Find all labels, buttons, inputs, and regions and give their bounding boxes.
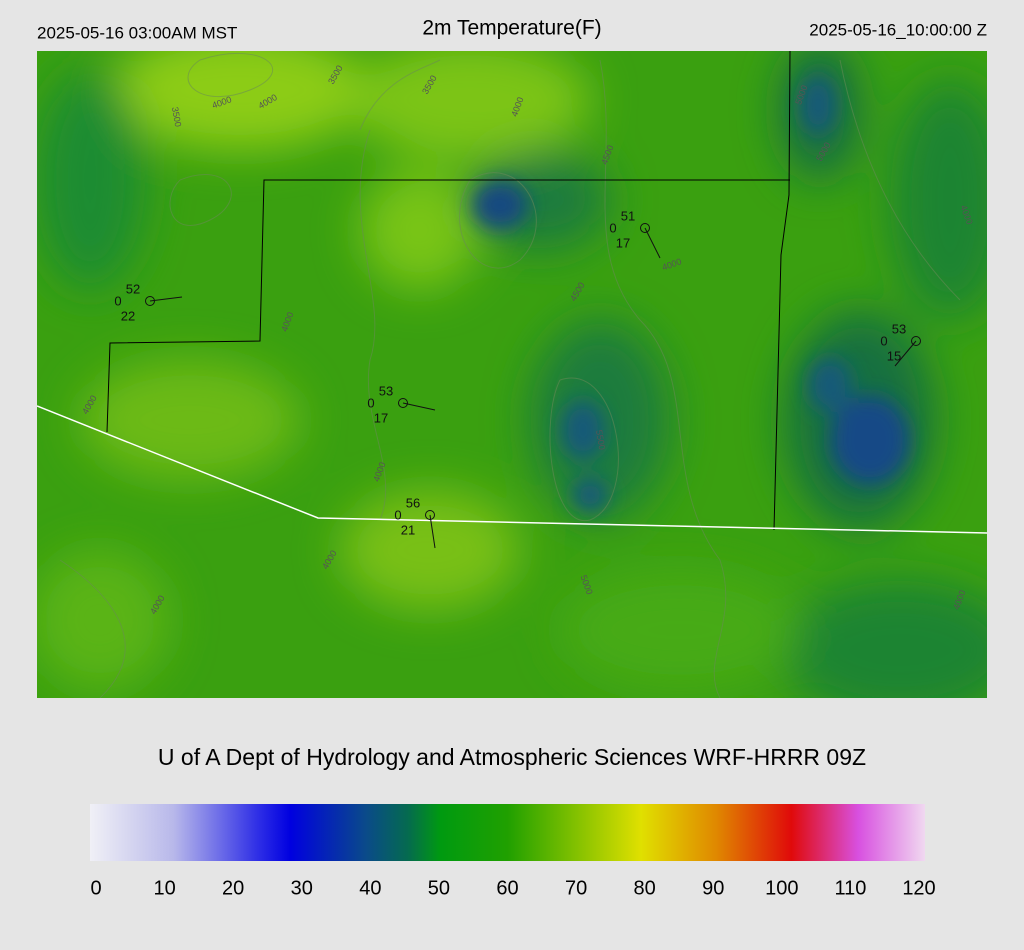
colorbar-tick-label: 80 (634, 877, 656, 899)
station-wind: 0 (609, 220, 616, 235)
station-circle (425, 510, 435, 520)
station-dewpoint: 22 (121, 308, 135, 323)
map: 4000 400035003500350040004500500050004000… (37, 51, 987, 698)
station-wind: 0 (394, 507, 401, 522)
station-dewpoint: 21 (401, 522, 415, 537)
valid-time-utc: 2025-05-16_10:00:00 Z (809, 20, 987, 39)
station-circle (145, 296, 155, 306)
station-wind: 0 (367, 395, 374, 410)
temperature-field (37, 51, 987, 698)
station: 56 021 (394, 495, 436, 549)
station: 53 015 (880, 321, 921, 367)
colorbar-tick-label: 110 (834, 877, 866, 899)
station-temperature: 56 (406, 495, 420, 510)
station-wind: 0 (114, 293, 121, 308)
contour-label: 5500 (594, 429, 607, 450)
county-borders (106, 51, 791, 531)
wind-barb (429, 514, 436, 549)
contours (59, 52, 961, 698)
wind-barb (644, 227, 661, 259)
station-dewpoint: 17 (374, 410, 388, 425)
colorbar-tick-label: 20 (222, 877, 244, 899)
colorbar-tick-label: 100 (765, 877, 798, 899)
colorbar-tick-label: 120 (902, 877, 935, 899)
colorbar-tick-label: 0 (90, 877, 101, 899)
station-dewpoint: 17 (616, 235, 630, 250)
station: 52 022 (114, 281, 183, 323)
wind-barb (894, 340, 917, 367)
wind-barb (149, 296, 183, 302)
map-title: 2m Temperature(F) (422, 17, 601, 40)
station-temperature: 52 (126, 281, 140, 296)
colorbar-tick-label: 90 (702, 877, 724, 899)
station-temperature: 53 (892, 321, 906, 336)
station-temperature: 53 (379, 383, 393, 398)
colorbar-tick-label: 30 (291, 877, 313, 899)
contour-label: 3500 (170, 106, 183, 127)
station-temperature: 51 (621, 208, 635, 223)
cold-pockets (472, 75, 910, 513)
footer: U of A Dept of Hydrology and Atmospheric… (158, 744, 866, 770)
station-circle (640, 223, 650, 233)
colorbar (90, 804, 925, 861)
colorbar-tick-label: 10 (153, 877, 175, 899)
colorbar-tick-label: 60 (496, 877, 518, 899)
colorbar-ticks: 0 10 20 30 40 50 60 70 80 90 100 110 120 (90, 877, 935, 899)
station-circle (398, 398, 408, 408)
colorbar-tick-label: 40 (359, 877, 381, 899)
station: 53 017 (367, 383, 436, 425)
station: 51 017 (609, 208, 661, 259)
colorbar-tick-label: 50 (428, 877, 450, 899)
wind-barb (402, 402, 436, 411)
valid-time-local: 2025-05-16 03:00AM MST (37, 23, 237, 42)
station-wind: 0 (880, 333, 887, 348)
colorbar-tick-label: 70 (565, 877, 587, 899)
station-dewpoint: 15 (887, 348, 901, 363)
state-border (37, 405, 987, 534)
station-circle (911, 336, 921, 346)
